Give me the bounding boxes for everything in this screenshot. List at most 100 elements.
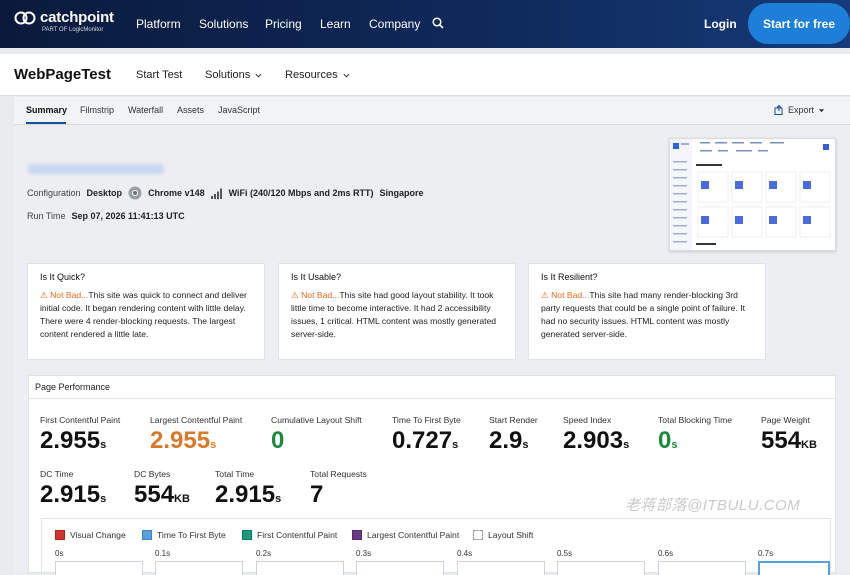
filmstrip-tick: 0.5s <box>557 549 573 558</box>
filmstrip-frame[interactable] <box>557 561 645 575</box>
catchpoint-logo-icon <box>14 11 36 24</box>
metric-dc-time[interactable]: DC Time 2.915s <box>40 469 106 509</box>
top-navbar: catchpoint PART OF LogicMonitor Platform… <box>0 0 850 48</box>
metric-dc-bytes[interactable]: DC Bytes 554KB <box>134 469 190 509</box>
metric-number: 7 <box>310 481 324 508</box>
nav-platform[interactable]: Platform <box>136 17 181 31</box>
metric-number: 0.727 <box>392 427 453 454</box>
subnav-solutions-label: Solutions <box>205 69 251 81</box>
tested-url-blurred[interactable] <box>28 164 164 174</box>
metric-speed-index[interactable]: Speed Index 2.903s <box>563 415 629 455</box>
config-location: Singapore <box>379 188 424 198</box>
card-is-it-usable[interactable]: Is It Usable? ⚠ Not Bad...This site had … <box>278 263 516 360</box>
subnav-solutions[interactable]: Solutions <box>205 69 262 81</box>
metric-label: Page Weight <box>761 415 811 425</box>
legend-label: Largest Contentful Paint <box>367 530 460 540</box>
metric-value: 7 <box>310 481 367 509</box>
chrome-icon <box>128 186 142 200</box>
tab-waterfall[interactable]: Waterfall <box>128 105 164 115</box>
metric-unit: KB <box>174 493 190 505</box>
filmstrip-frame[interactable] <box>356 561 444 575</box>
login-link[interactable]: Login <box>704 17 737 31</box>
metric-value: 2.915s <box>215 481 281 509</box>
legend-visual-change: Visual Change <box>55 530 126 540</box>
card-is-it-quick[interactable]: Is It Quick? ⚠ Not Bad...This site was q… <box>27 263 265 360</box>
search-icon[interactable] <box>432 17 444 29</box>
brand-sub: PART OF LogicMonitor <box>42 27 104 33</box>
card-title: Is It Resilient? <box>541 272 598 282</box>
metric-lcp[interactable]: Largest Contentful Paint 2.955s <box>150 415 242 455</box>
export-button[interactable]: Export <box>774 105 825 115</box>
filmstrip-frame[interactable] <box>256 561 344 575</box>
nav-solutions[interactable]: Solutions <box>199 17 249 31</box>
metric-value: 2.915s <box>40 481 106 509</box>
metric-start-render[interactable]: Start Render 2.9s <box>489 415 538 455</box>
metric-unit: s <box>210 439 217 451</box>
metric-unit: s <box>522 439 529 451</box>
metric-total-time[interactable]: Total Time 2.915s <box>215 469 281 509</box>
page-screenshot-thumbnail[interactable] <box>669 138 836 251</box>
thumbnail-preview <box>670 139 835 250</box>
subnav-start-test[interactable]: Start Test <box>136 69 182 81</box>
runtime-value: Sep 07, 2026 11:41:13 UTC <box>71 211 185 221</box>
metric-total-requests[interactable]: Total Requests 7 <box>310 469 367 509</box>
metric-value: 554KB <box>134 481 190 509</box>
config-label: Configuration <box>27 188 81 198</box>
warning-icon: ⚠ <box>291 290 302 300</box>
metric-page-weight[interactable]: Page Weight 554KB <box>761 415 817 455</box>
filmstrip-frame[interactable] <box>55 561 143 575</box>
metric-unit: s <box>100 493 107 505</box>
metric-ttfb[interactable]: Time To First Byte 0.727s <box>392 415 461 455</box>
subnav-resources[interactable]: Resources <box>285 69 350 81</box>
metric-label: Total Requests <box>310 469 367 479</box>
nav-learn[interactable]: Learn <box>320 17 351 31</box>
metric-unit: s <box>275 493 282 505</box>
filmstrip-tick: 0.1s <box>155 549 171 558</box>
metric-label: Cumulative Layout Shift <box>271 415 362 425</box>
metric-value: 0s <box>658 427 732 455</box>
card-body: This site was quick to connect and deliv… <box>40 290 247 339</box>
tab-summary[interactable]: Summary <box>26 105 68 115</box>
metric-label: Time To First Byte <box>392 415 461 425</box>
metric-label: Total Time <box>215 469 255 479</box>
tab-assets[interactable]: Assets <box>177 105 205 115</box>
filmstrip-frame[interactable] <box>457 561 545 575</box>
legend-fcp: First Contentful Paint <box>242 530 337 540</box>
metric-cls[interactable]: Cumulative Layout Shift 0 <box>271 415 362 455</box>
tab-javascript[interactable]: JavaScript <box>218 105 261 115</box>
metric-number: 2.955 <box>40 427 101 454</box>
metric-tbt[interactable]: Total Blocking Time 0s <box>658 415 732 455</box>
metric-label: Total Blocking Time <box>658 415 733 425</box>
metric-fcp[interactable]: First Contentful Paint 2.955s <box>40 415 120 455</box>
metric-number: 2.915 <box>215 481 276 508</box>
subnav-resources-label: Resources <box>285 69 338 81</box>
metric-label: First Contentful Paint <box>40 415 121 425</box>
watermark: 老蒋部落@ITBULU.COM <box>625 497 801 514</box>
tab-filmstrip[interactable]: Filmstrip <box>80 105 114 115</box>
filmstrip-preview: Visual Change Time To First Byte First C… <box>41 518 831 575</box>
active-tab-indicator <box>26 122 66 124</box>
filmstrip-frame[interactable] <box>758 561 830 575</box>
subnav-start-test-label: Start Test <box>136 69 183 81</box>
runtime-row: Run Time Sep 07, 2026 11:41:13 UTC <box>27 211 185 221</box>
config-device: Desktop <box>86 188 123 198</box>
card-status: Not Bad... <box>301 290 340 300</box>
start-for-free-button[interactable]: Start for free <box>748 3 850 44</box>
filmstrip-frame[interactable] <box>155 561 243 575</box>
filmstrip-tick: 0s <box>55 549 64 558</box>
catchpoint-logo[interactable]: catchpoint PART OF LogicMonitor <box>14 9 114 33</box>
legend-label: First Contentful Paint <box>257 530 338 540</box>
nav-company[interactable]: Company <box>369 17 421 31</box>
nav-pricing[interactable]: Pricing <box>265 17 302 31</box>
card-text: ⚠ Not Bad...This site had many render-bl… <box>541 289 759 341</box>
warning-icon: ⚠ <box>40 290 51 300</box>
card-is-it-resilient[interactable]: Is It Resilient? ⚠ Not Bad...This site h… <box>528 263 766 360</box>
filmstrip-frame[interactable] <box>658 561 746 575</box>
webpagetest-logo[interactable]: WebPageTest <box>14 66 111 83</box>
divider <box>29 398 837 399</box>
legend-swatch <box>242 530 252 540</box>
metric-unit: s <box>623 439 630 451</box>
metric-number: 2.903 <box>563 427 624 454</box>
chevron-down-icon <box>255 73 262 78</box>
metric-unit: KB <box>801 439 817 451</box>
